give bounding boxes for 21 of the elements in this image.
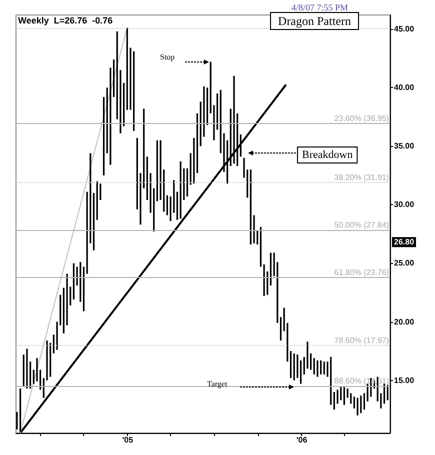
y-tick-label: 30.00 [394, 200, 415, 210]
ref-line-label: 38.20% (31.91) [334, 172, 390, 182]
y-tick-label: 15.00 [394, 376, 415, 385]
text: 4/8/07 7:55 PM [291, 2, 348, 12]
chart-subtitle: Weekly L=26.76 -0.76 [18, 16, 113, 26]
y-tick-label: 20.00 [394, 317, 415, 326]
x-tick-label: '05 [122, 436, 134, 444]
annotation: 26.80 [394, 238, 415, 247]
annotation: Target [207, 380, 228, 388]
ref-line-label: 61.80% (23.76) [334, 268, 390, 278]
y-tick-label: 35.00 [394, 142, 415, 151]
annotation: Stop [160, 52, 175, 62]
annotation: Breakdown [302, 149, 354, 161]
ref-line-label: 50.00% (27.84) [334, 220, 390, 230]
y-tick-label: 40.00 [394, 83, 415, 92]
chart-title: Dragon Pattern [278, 14, 352, 28]
y-tick-label: 25.00 [394, 258, 415, 268]
y-tick-label: 45.00 [394, 24, 415, 34]
x-tick-label: '06 [296, 436, 308, 444]
ref-line-label: 23.60% (36.95) [334, 114, 390, 123]
ref-line-label: 78.60% (17.97) [334, 336, 390, 346]
